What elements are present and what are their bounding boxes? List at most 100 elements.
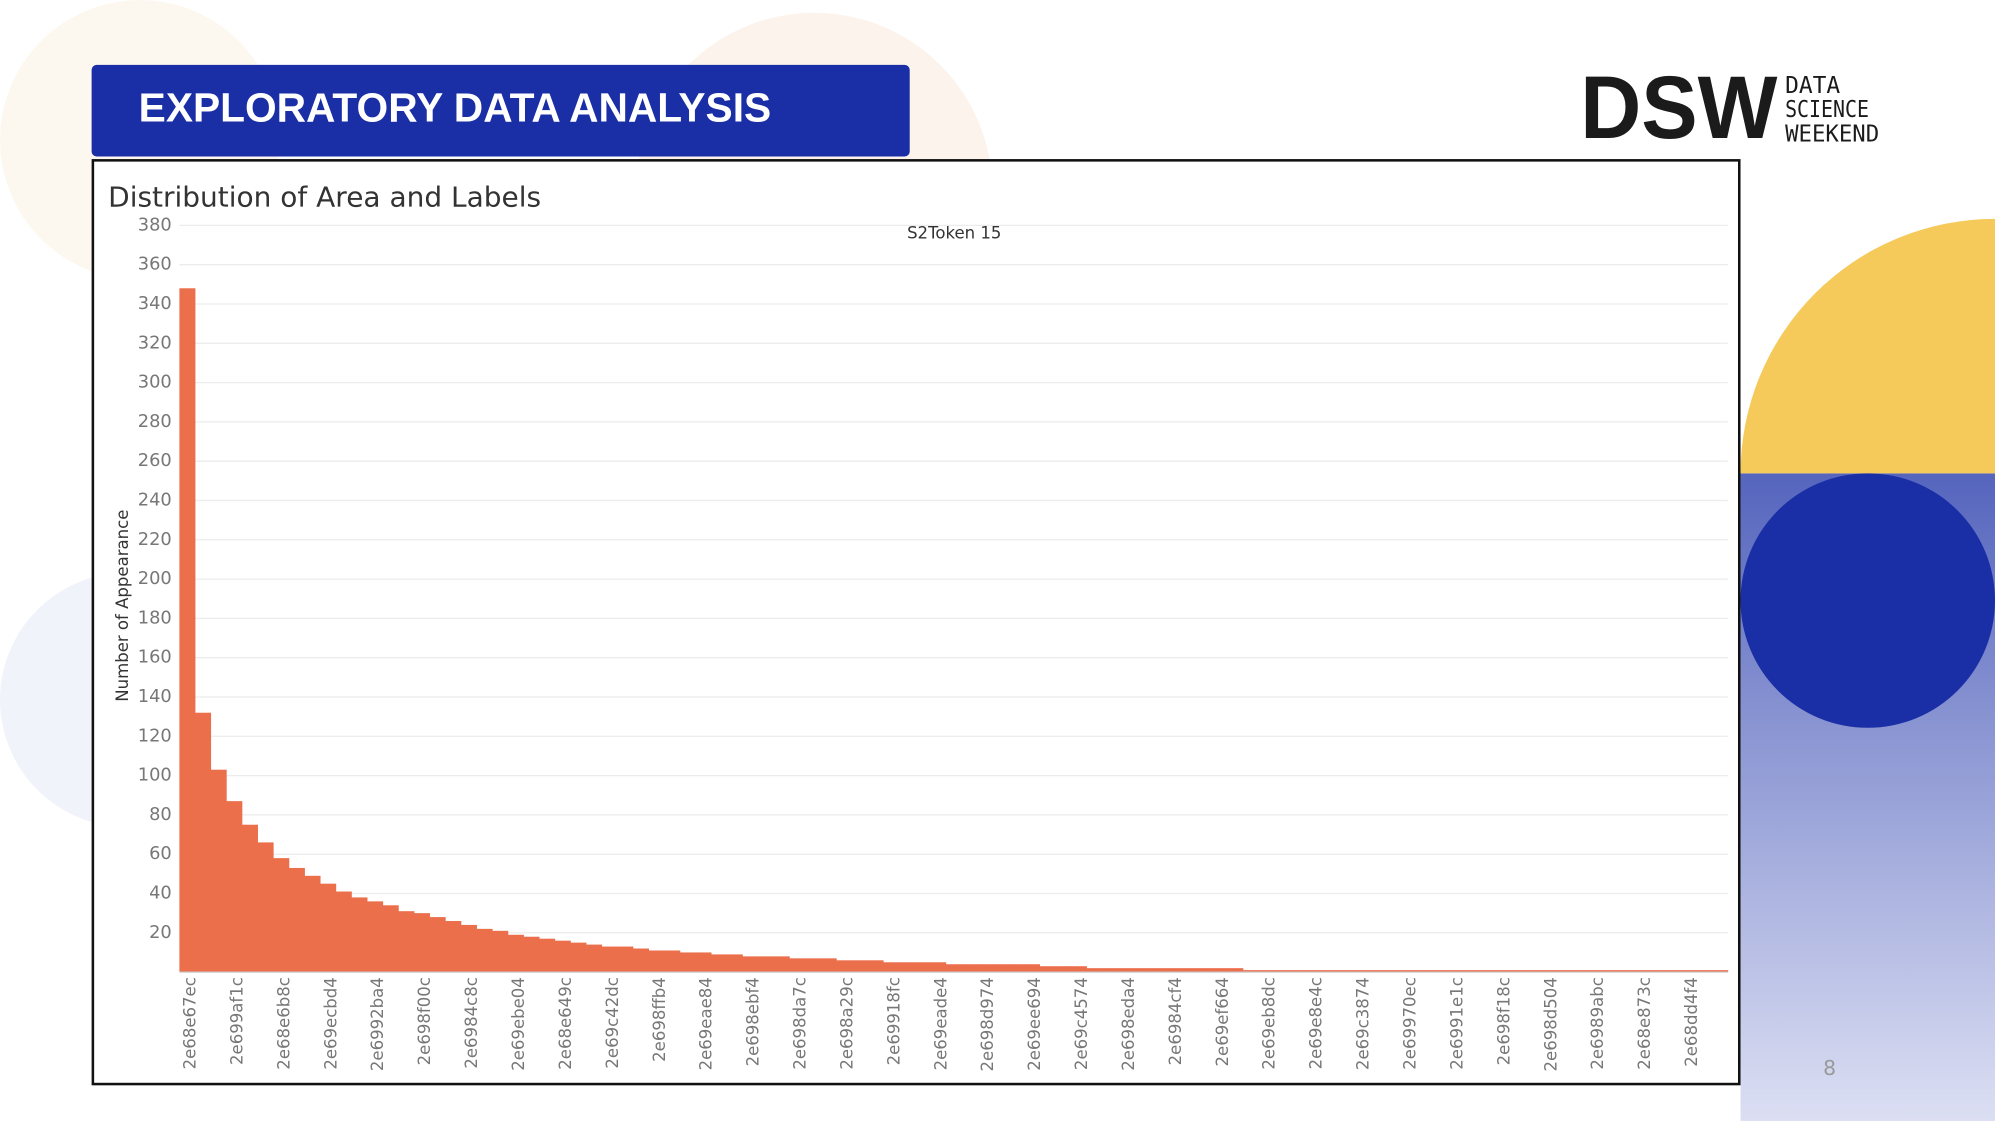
x-tick-label: 2e698eda4 xyxy=(1119,977,1138,1071)
y-tick-label: 260 xyxy=(138,450,172,471)
bar xyxy=(617,946,634,973)
bar xyxy=(773,956,790,973)
bar xyxy=(711,954,728,973)
y-tick-label: 380 xyxy=(138,214,172,235)
bar xyxy=(930,962,947,973)
bar xyxy=(476,928,493,973)
y-tick-label: 20 xyxy=(149,922,172,943)
chart-title: Distribution of Area and Labels xyxy=(108,181,541,214)
bar xyxy=(1008,964,1025,973)
logo-text: WEEKEND xyxy=(1785,121,1879,147)
bar xyxy=(898,962,915,973)
x-tick-label: 2e68e649c xyxy=(556,977,575,1070)
bar xyxy=(1649,970,1666,973)
bar xyxy=(195,712,212,973)
bar xyxy=(1555,970,1572,973)
y-tick-label: 220 xyxy=(138,529,172,550)
bar xyxy=(1665,970,1682,973)
y-tick-label: 300 xyxy=(138,372,172,393)
bar xyxy=(492,930,509,973)
bar xyxy=(1102,968,1119,973)
x-tick-label: 2e698f18c xyxy=(1494,977,1513,1065)
y-tick-label: 320 xyxy=(138,332,172,353)
x-tick-label: 2e69eb8dc xyxy=(1260,977,1279,1070)
bar xyxy=(1618,970,1635,973)
bar xyxy=(210,769,227,973)
x-tick-label: 2e69ecbd4 xyxy=(321,977,340,1070)
y-tick-label: 340 xyxy=(138,293,172,314)
decor-circle xyxy=(1740,473,1995,728)
x-tick-label: 2e69c3874 xyxy=(1354,977,1373,1070)
bar xyxy=(1227,968,1244,973)
bar xyxy=(1039,966,1056,973)
bar xyxy=(507,934,524,973)
x-tick-label: 2e698d504 xyxy=(1541,977,1560,1071)
bar xyxy=(1211,968,1228,973)
y-tick-label: 160 xyxy=(138,647,172,668)
y-tick-label: 60 xyxy=(149,843,172,864)
decor-half-circle xyxy=(1740,218,1995,474)
bar xyxy=(1680,970,1697,973)
logo-mark: DSW xyxy=(1580,57,1777,157)
plot: 20 40 60 80 100 120 140 160 180 200 220 240 260 280 30… xyxy=(138,214,1729,1071)
x-tick-label: 2e698ffb4 xyxy=(650,977,669,1062)
logo-text: SCIENCE xyxy=(1785,97,1869,123)
bar xyxy=(648,950,665,973)
bar xyxy=(1602,970,1619,973)
bar xyxy=(695,952,712,973)
y-tick-label: 360 xyxy=(138,254,172,275)
bar xyxy=(445,921,462,973)
bar xyxy=(992,964,1009,973)
bar xyxy=(1133,968,1150,973)
bar xyxy=(1696,970,1713,973)
bar xyxy=(554,940,571,973)
bar xyxy=(382,905,399,973)
x-tick-label: 2e69c4574 xyxy=(1072,977,1091,1070)
x-tick-label: 2e68e873c xyxy=(1635,977,1654,1070)
bar xyxy=(398,911,415,973)
bar xyxy=(726,954,743,973)
bar xyxy=(241,824,258,973)
x-tick-label: 2e698d974 xyxy=(978,977,997,1071)
bar xyxy=(1493,970,1510,973)
bar xyxy=(1352,970,1369,973)
bar xyxy=(1383,970,1400,973)
bar xyxy=(977,964,994,973)
bar xyxy=(1446,970,1463,973)
page-number: 8 xyxy=(1823,1056,1836,1080)
x-tick-label: 2e6991e1c xyxy=(1447,977,1466,1070)
y-tick-label: 240 xyxy=(138,489,172,510)
header-banner xyxy=(91,64,910,157)
bar xyxy=(1149,968,1166,973)
bar xyxy=(460,924,477,973)
x-tick-label: 2e69918fc xyxy=(884,977,903,1065)
x-tick-label: 2e6984cf4 xyxy=(1166,977,1185,1065)
bar xyxy=(414,913,431,973)
bar xyxy=(1461,970,1478,973)
bar xyxy=(257,842,274,973)
y-tick-label: 100 xyxy=(138,765,172,786)
bar xyxy=(805,958,822,973)
bar xyxy=(1258,970,1275,973)
bar xyxy=(539,938,556,973)
bar xyxy=(273,858,290,973)
bar xyxy=(429,917,446,973)
bar xyxy=(1086,968,1103,973)
bar xyxy=(367,901,384,973)
x-tick-label: 2e68e67ec xyxy=(181,977,200,1069)
x-tick-label: 2e698a29c xyxy=(837,977,856,1070)
x-tick-label: 2e698f00c xyxy=(415,977,434,1065)
x-tick-label: 2e6984c8c xyxy=(462,977,481,1068)
x-tick-label: 2e6989abc xyxy=(1588,977,1607,1069)
bar xyxy=(1117,968,1134,973)
y-tick-label: 80 xyxy=(149,804,172,825)
bar xyxy=(1055,966,1072,973)
bar xyxy=(961,964,978,973)
x-tick-label: 2e69c42dc xyxy=(603,977,622,1068)
bar xyxy=(1242,970,1259,973)
bar xyxy=(570,942,587,973)
bar xyxy=(304,875,321,973)
y-tick-label: 180 xyxy=(138,607,172,628)
y-tick-label: 40 xyxy=(149,882,172,903)
